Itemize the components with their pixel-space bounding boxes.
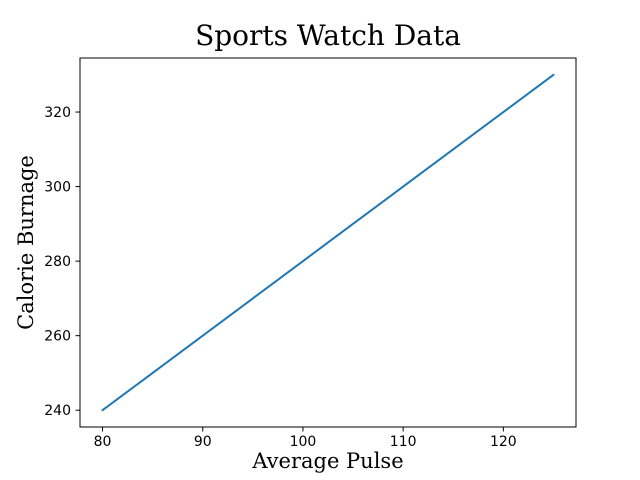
x-tick-label: 90 <box>194 434 212 450</box>
x-tick-label: 100 <box>290 434 317 450</box>
y-tick-label: 280 <box>44 254 71 270</box>
y-tick-label: 320 <box>44 105 71 121</box>
y-tick-label: 240 <box>44 403 71 419</box>
data-line <box>101 73 555 412</box>
x-tick-label: 110 <box>390 434 417 450</box>
y-axis-label: Calorie Burnage <box>14 155 38 330</box>
x-axis-label: Average Pulse <box>251 449 403 473</box>
y-tick-label: 260 <box>44 329 71 345</box>
plot-area <box>79 57 577 428</box>
axis-ticks: 80 90 100 110 120 240 260 280 300 320 <box>44 105 516 450</box>
y-tick-label: 300 <box>44 180 71 196</box>
x-tick-label: 120 <box>490 434 517 450</box>
chart-title: Sports Watch Data <box>195 19 461 52</box>
x-tick-label: 80 <box>94 434 112 450</box>
line-series <box>101 73 555 412</box>
